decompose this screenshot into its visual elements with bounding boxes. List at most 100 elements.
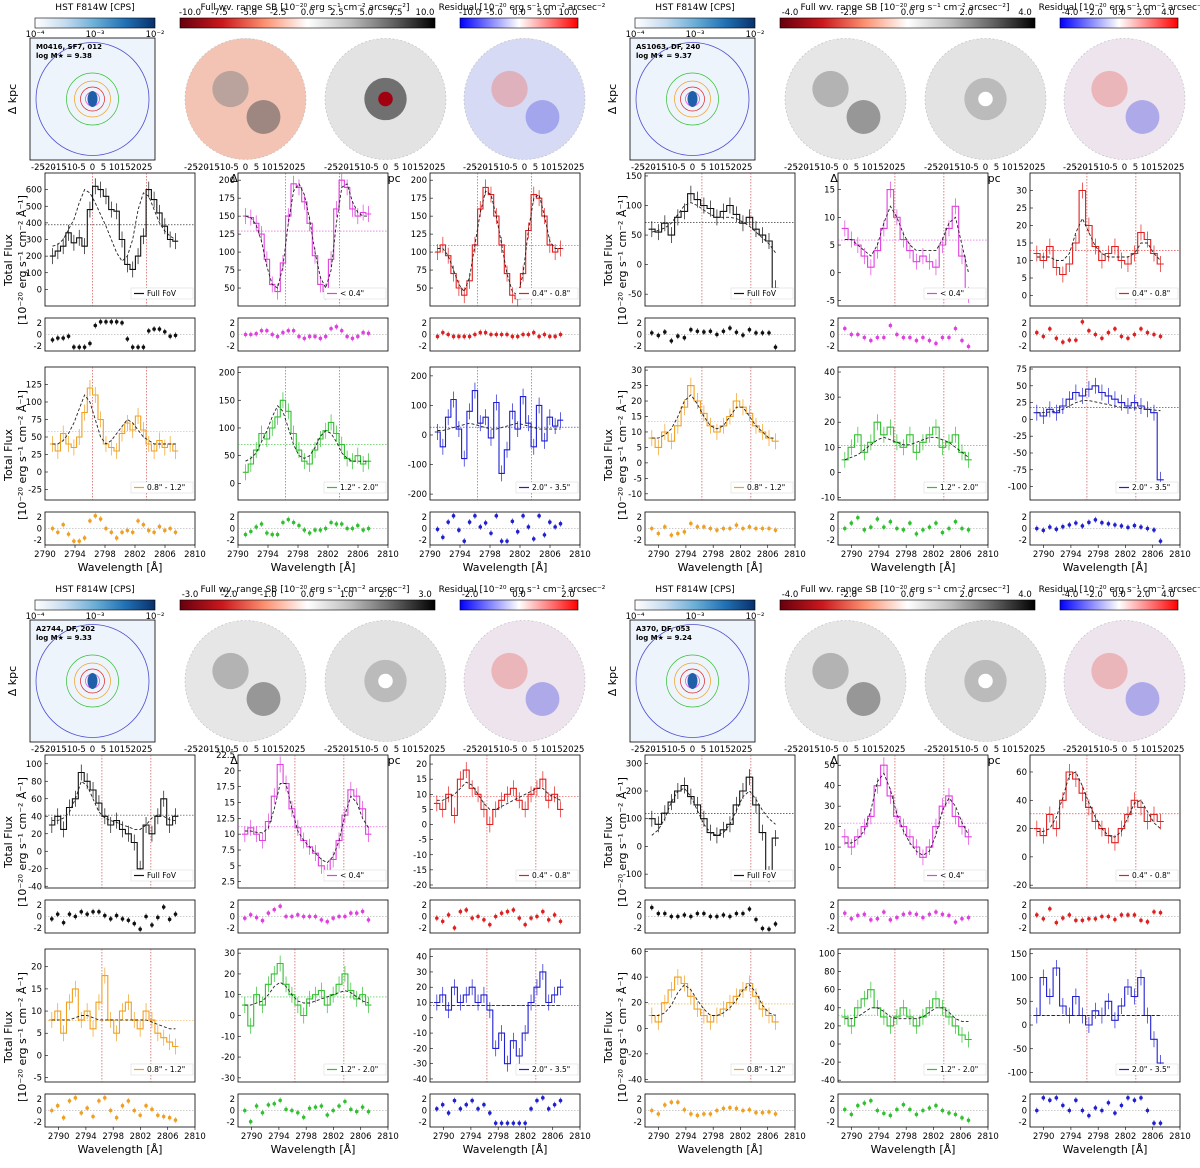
legend-box [323,481,387,494]
kpc-tick: 10 [862,745,873,755]
y-tick-label: -50 [1013,449,1027,459]
kpc-tick: -5 [230,745,238,755]
kpc-tick: -20 [795,163,809,173]
kpc-tick: 0 [690,163,695,173]
kpc-tick: -25 [631,163,645,173]
y-tick-label: 20 [824,1022,835,1032]
y-tick-label: 20 [631,397,642,407]
y-tick-label: 150 [1011,950,1027,960]
kpc-tick: -5 [509,163,517,173]
fullsb-colorbar-tick: 0.0 [301,590,315,600]
residual-tick-label: -2 [1019,536,1027,546]
y-tick-label: 100 [819,950,835,960]
legend-box [323,287,387,300]
kpc-tick: -20 [335,745,349,755]
wavelength-tick-label: 2798 [1087,550,1109,560]
kpc-tick: 5 [394,745,399,755]
hst-colorbar [34,599,156,611]
kpc-tick: 15 [1152,745,1163,755]
galaxy-mass: log M★ = 9.33 [36,634,92,642]
spectrum-frame [429,172,581,307]
residual-tick-label: 2 [830,513,835,523]
spectrum-model [51,780,176,830]
fullsb-colorbar-tick: -2.0 [221,590,238,600]
y-tick-label: -20 [413,881,427,891]
y-tick-label: 40 [416,953,427,963]
galaxy-mass: log M★ = 9.37 [636,52,692,60]
y-tick-label: 15 [631,412,642,422]
residual-tick-label: -2 [827,342,835,352]
y-tick-label: 200 [411,176,427,186]
wavelength-tick-label: 2794 [268,1132,290,1142]
y-tick-label: 0 [1022,415,1027,425]
map-blob [846,682,881,716]
fullsb-colorbar [779,599,1036,611]
spectrum-model [1036,217,1161,261]
wavelength-tick-label: 2802 [124,550,146,560]
kpc-tick: -15 [946,163,960,173]
fullsb-colorbar-tick: -2.0 [840,8,857,18]
y-tick-label: -5 [827,296,835,306]
kpc-tick: 20 [1024,163,1035,173]
kpc-tick: -20 [935,163,949,173]
kpc-tick: -5 [970,745,978,755]
y-tick-label: -50 [1013,1045,1027,1055]
residual-tick-label: -2 [634,536,642,546]
y-tick-label: -20 [413,1044,427,1054]
y-tick-label: 30 [416,968,427,978]
kpc-tick: 20 [131,745,142,755]
kpc-tick: -15 [206,163,220,173]
residual-tick-label: 2 [422,1095,427,1105]
kpc-tick: -5 [1109,745,1117,755]
aperture-circle [666,72,719,126]
hst-colorbar-tick: 10⁻⁴ [26,30,45,40]
kpc-tick: 0 [983,163,988,173]
kpc-tick: -10 [357,745,371,755]
kpc-tick: 5 [854,745,859,755]
flux-y-units: [10⁻²⁰ erg s⁻¹ cm⁻² Å⁻¹] [16,777,29,907]
legend-label: < 0.4" [940,289,964,298]
kpc-tick: -20 [642,163,656,173]
residual-tick-label: -2 [34,924,42,934]
kpc-tick: -10 [1096,163,1110,173]
y-tick-label: 0 [830,269,835,279]
kpc-tick: 0 [1122,163,1127,173]
map-blob [212,70,249,108]
kpc-tick: -15 [53,163,67,173]
residual-colorbar-tick: 2.0 [1137,590,1151,600]
y-tick-label: 125 [411,230,427,240]
model-core [978,673,993,689]
kpc-tick: 10 [709,163,720,173]
wavelength-tick-label: 2810 [977,1132,999,1142]
y-tick-label: 20 [224,970,235,980]
y-tick-label: 100 [219,248,235,258]
kpc-tick: -15 [485,163,499,173]
y-tick-label: -40 [821,1076,835,1086]
wavelength-tick-label: 2806 [350,1132,372,1142]
flux-y-label: Total Flux [2,233,15,287]
y-tick-label: 40 [824,782,835,792]
galaxy-id: A370, DF, 053 [636,625,690,633]
model-core [978,91,993,107]
residual-tick-label: 0 [37,331,42,341]
kpc-tick: 0 [243,745,248,755]
kpc-tick: 5 [701,745,706,755]
y-tick-label: 40 [1016,796,1027,806]
flux-y-units: [10⁻²⁰ erg s⁻¹ cm⁻² Å⁻¹] [616,972,629,1102]
residual-tick-label: -2 [827,536,835,546]
residual-tick-label: 2 [830,901,835,911]
residual-tick-label: 2 [230,319,235,329]
y-tick-label: 40 [31,812,42,822]
model-core [378,91,393,107]
fullsb-colorbar-tick: 2.5 [330,8,344,18]
kpc-tick: -15 [53,745,67,755]
legend-label: 1.2" - 2.0" [340,483,378,492]
kpc-tick: 10 [262,163,273,173]
kpc-tick: 20 [731,163,742,173]
y-tick-label: 60 [31,795,42,805]
kpc-tick: -10 [496,163,510,173]
kpc-tick: 15 [1152,163,1163,173]
fullsb-colorbar-tick: -5.0 [240,8,257,18]
residual-tick-label: 2 [637,901,642,911]
residual-tick-label: 2 [1022,901,1027,911]
